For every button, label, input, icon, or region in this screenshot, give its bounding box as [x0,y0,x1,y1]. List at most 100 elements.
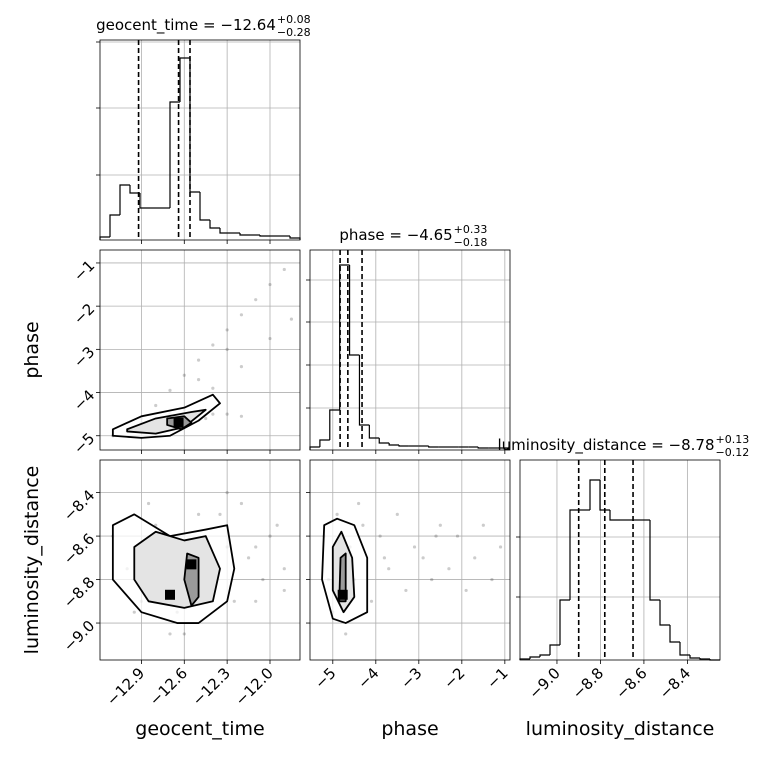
sample-point [196,512,201,516]
sample-point [211,386,215,390]
histogram-step [699,658,710,660]
x-tick-label: −5 [311,664,339,692]
x-axis-label: phase [381,718,438,740]
histogram-step [259,235,270,237]
sample-point [246,556,251,560]
title-upper-error: +0.13 [716,433,750,446]
panel-title: phase = −4.65 [339,226,452,244]
sample-point [395,512,399,516]
sample-point [438,523,442,527]
histogram-step [209,220,220,229]
histogram-step [309,446,320,450]
sample-point [239,501,244,506]
histogram-step [649,520,660,601]
histogram-step [368,425,380,439]
density-peak [165,589,175,600]
histogram-step [599,480,610,511]
title-lower-error: −0.12 [716,446,750,459]
panel-frame [99,249,301,451]
sample-point [481,523,485,527]
y-tick-label: −4 [70,386,98,414]
sample-point [225,328,229,332]
x-tick-label: −8.6 [612,664,650,702]
panel-frame [99,39,301,241]
sample-point [211,343,215,347]
sample-point [154,403,158,408]
histogram-step [289,236,301,240]
y-axis-label: luminosity_distance [21,466,43,655]
histogram-step [339,264,350,410]
histogram-step [319,439,330,447]
sample-point [182,632,186,636]
x-tick-label: −12.9 [103,664,148,709]
histogram-step [477,447,489,449]
x-tick-label: −3 [397,664,425,692]
panel-title: luminosity_distance = −8.78 [497,436,714,455]
sample-point [498,545,503,549]
title-upper-error: +0.33 [454,223,488,236]
sample-point [225,491,229,495]
sample-point [464,588,468,593]
sample-point [132,610,136,614]
x-tick-label: −9.0 [525,664,563,702]
histogram-step [539,654,550,657]
histogram-step [529,656,540,659]
histogram-step [659,600,670,626]
histogram-step [569,509,580,600]
histogram-step [428,446,439,448]
histogram-step [129,185,140,194]
sample-point [335,512,339,516]
panel-frame [99,459,301,661]
panel-title: geocent_time = −12.64 [96,16,276,35]
sample-point [412,545,417,549]
histogram-step [689,655,700,659]
histogram-step [589,479,600,510]
y-tick-label: −5 [70,429,98,457]
sample-point [239,313,244,317]
panel-frame [309,249,511,451]
sample-point [168,632,172,636]
histogram-step [609,510,620,521]
sample-point [196,358,201,362]
sample-point [254,599,258,603]
density-peak [173,417,184,428]
contour [133,530,221,609]
sample-point [378,534,382,538]
histogram-step [139,193,150,209]
sample-point [218,512,222,516]
sample-point [268,282,272,287]
x-tick-label: −12.0 [232,664,277,709]
y-tick-label: −8.4 [60,486,98,524]
sample-point [361,523,365,527]
x-axis-label: geocent_time [135,718,264,740]
x-tick-label: −8.4 [656,664,694,702]
histogram-step [189,58,200,193]
sample-point [182,373,186,377]
x-tick-label: −12.3 [189,664,234,709]
sample-point [211,412,215,416]
sample-point [239,365,244,369]
sample-point [344,632,348,636]
histogram-step [329,409,340,440]
histogram-step [497,447,509,450]
x-tick-label: −12.6 [146,664,191,709]
sample-point [275,523,279,527]
y-tick-label: −8.6 [60,530,98,568]
histogram-step [119,184,130,215]
sample-point [289,317,294,321]
x-axis-label: luminosity_distance [526,718,715,740]
histogram-step [398,445,409,447]
histogram-step [99,236,110,240]
x-tick-label: −2 [440,664,468,692]
histogram-step [179,57,190,102]
x-tick-label: −8.8 [569,664,607,702]
histogram-step [559,599,570,645]
x-tick-label: −1 [483,664,511,692]
y-tick-label: −8.8 [60,573,98,611]
sample-point [168,388,172,392]
y-tick-label: −2 [70,300,98,328]
sample-point [261,577,265,582]
sample-point [434,534,438,538]
x-tick-label: −4 [354,664,382,692]
